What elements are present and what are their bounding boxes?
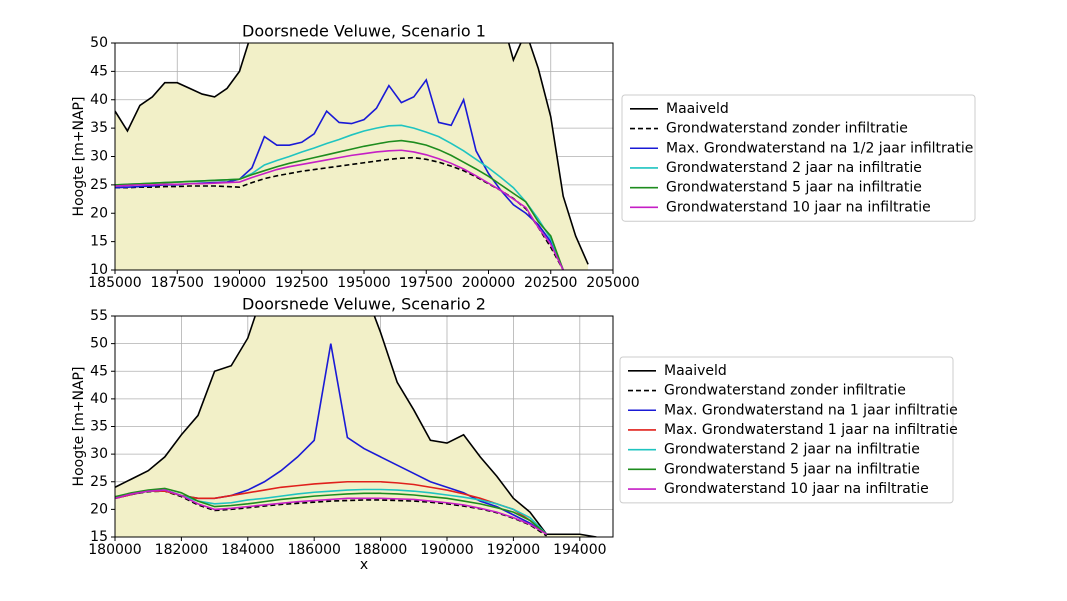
legend-label: Grondwaterstand zonder infiltratie bbox=[664, 383, 906, 399]
y-axis-label: Hoogte [m+NAP] bbox=[71, 97, 87, 217]
series-line bbox=[115, 139, 564, 270]
series-line bbox=[115, 316, 597, 537]
y-tick-label: 25 bbox=[90, 177, 108, 193]
x-tick-label: 194000 bbox=[553, 542, 606, 558]
legend-label: Grondwaterstand 2 jaar na infiltratie bbox=[666, 160, 922, 176]
legend-box bbox=[619, 356, 954, 504]
x-tick-label: 184000 bbox=[221, 542, 274, 558]
series-line bbox=[115, 480, 548, 535]
series-line bbox=[115, 149, 564, 270]
y-tick-label: 50 bbox=[90, 35, 108, 51]
series-line bbox=[115, 489, 548, 535]
x-tick-label: 205000 bbox=[586, 275, 639, 291]
terrain-area bbox=[115, 43, 589, 270]
y-tick-label: 25 bbox=[90, 474, 108, 490]
x-tick-label: 195000 bbox=[337, 275, 390, 291]
y-tick-label: 55 bbox=[90, 308, 108, 324]
x-tick-label: 192000 bbox=[487, 542, 540, 558]
y-tick-label: 10 bbox=[90, 262, 108, 278]
chart-title: Doorsnede Veluwe, Scenario 1 bbox=[242, 22, 486, 41]
terrain-area bbox=[115, 316, 597, 537]
axes-frame bbox=[114, 315, 614, 538]
y-tick-label: 20 bbox=[90, 205, 108, 221]
y-tick-label: 30 bbox=[90, 446, 108, 462]
y-tick-label: 15 bbox=[90, 529, 108, 545]
legend-label: Maaiveld bbox=[666, 101, 729, 117]
y-tick-label: 20 bbox=[90, 501, 108, 517]
legend-label: Maaiveld bbox=[664, 363, 727, 379]
plot-area bbox=[115, 43, 589, 270]
chart-title: Doorsnede Veluwe, Scenario 2 bbox=[242, 295, 486, 314]
y-tick-label: 15 bbox=[90, 234, 108, 250]
y-tick-label: 30 bbox=[90, 149, 108, 165]
x-tick-label: 192500 bbox=[275, 275, 328, 291]
x-tick-label: 186000 bbox=[287, 542, 340, 558]
legend-label: Grondwaterstand 2 jaar na infiltratie bbox=[664, 442, 920, 458]
x-tick-label: 180000 bbox=[88, 542, 141, 558]
legend-label: Grondwaterstand 5 jaar na infiltratie bbox=[664, 461, 920, 477]
legend-box bbox=[621, 94, 976, 222]
x-tick-label: 197500 bbox=[400, 275, 453, 291]
x-tick-label: 187500 bbox=[151, 275, 204, 291]
y-tick-label: 40 bbox=[90, 391, 108, 407]
series-line bbox=[115, 156, 564, 270]
y-tick-label: 45 bbox=[90, 363, 108, 379]
x-tick-label: 200000 bbox=[462, 275, 515, 291]
y-tick-label: 40 bbox=[90, 92, 108, 108]
x-tick-label: 190000 bbox=[420, 542, 473, 558]
series-line bbox=[115, 488, 548, 535]
x-tick-label: 185000 bbox=[88, 275, 141, 291]
x-tick-label: 190000 bbox=[213, 275, 266, 291]
y-tick-label: 45 bbox=[90, 63, 108, 79]
legend-label: Grondwaterstand 5 jaar na infiltratie bbox=[666, 180, 922, 196]
legend-label: Max. Grondwaterstand na 1/2 jaar infiltr… bbox=[666, 140, 973, 156]
series-line bbox=[115, 43, 589, 265]
y-tick-label: 35 bbox=[90, 419, 108, 435]
series-line bbox=[115, 487, 548, 535]
legend-label: Grondwaterstand zonder infiltratie bbox=[666, 121, 908, 137]
legend-label: Grondwaterstand 10 jaar na infiltratie bbox=[664, 481, 929, 497]
axes-frame bbox=[114, 42, 614, 271]
x-tick-label: 182000 bbox=[155, 542, 208, 558]
y-tick-label: 35 bbox=[90, 120, 108, 136]
x-axis-label: x bbox=[360, 557, 368, 573]
legend-label: Max. Grondwaterstand na 1 jaar infiltrat… bbox=[664, 402, 958, 418]
y-axis-label: Hoogte [m+NAP] bbox=[71, 367, 87, 487]
plot-area bbox=[115, 316, 597, 537]
legend-label: Max. Grondwaterstand 1 jaar na infiltrat… bbox=[664, 422, 958, 438]
legend-label: Grondwaterstand 10 jaar na infiltratie bbox=[666, 199, 931, 215]
y-tick-label: 50 bbox=[90, 336, 108, 352]
x-tick-label: 202500 bbox=[524, 275, 577, 291]
x-tick-label: 188000 bbox=[354, 542, 407, 558]
